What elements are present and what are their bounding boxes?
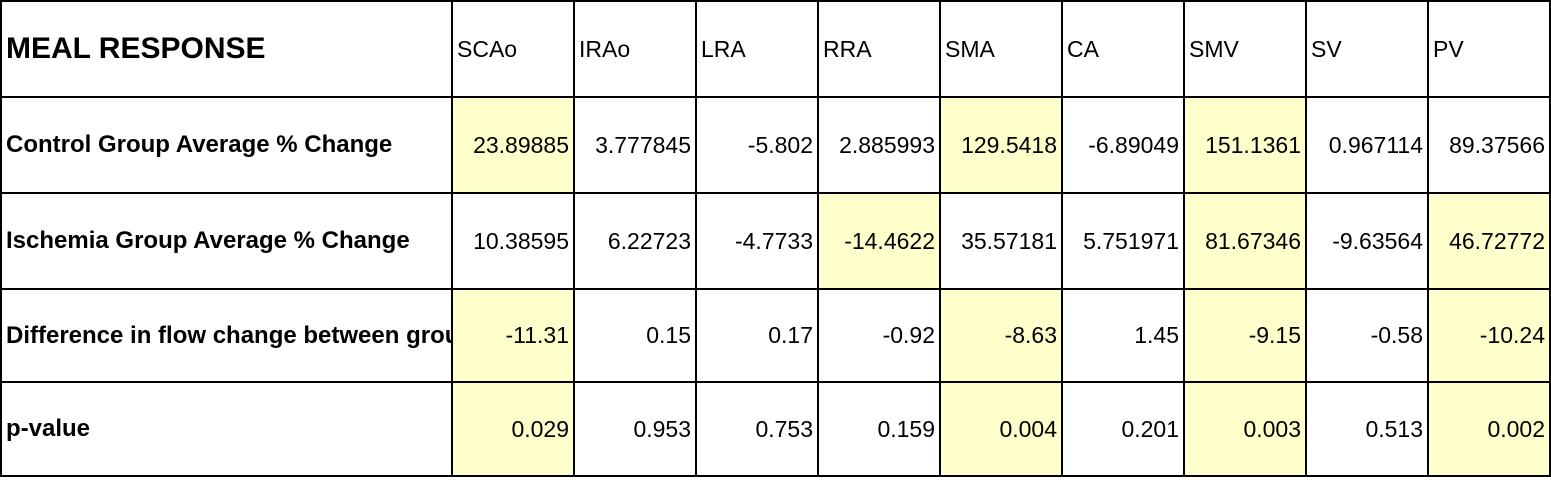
table-cell: 0.967114	[1305, 96, 1429, 194]
table-row: Difference in flow change between groups…	[0, 288, 1551, 383]
table-cell: 0.201	[1061, 381, 1185, 477]
col-header-ca: CA	[1061, 0, 1185, 98]
table-cell: -0.92	[817, 288, 941, 383]
col-header-smv: SMV	[1183, 0, 1307, 98]
table-cell: 0.004	[939, 381, 1063, 477]
table-cell: -10.24	[1427, 288, 1551, 383]
table-cell: 1.45	[1061, 288, 1185, 383]
row-label-ischemia: Ischemia Group Average % Change	[0, 192, 453, 290]
col-header-irao: IRAo	[573, 0, 697, 98]
table-cell: 151.1361	[1183, 96, 1307, 194]
col-header-scao: SCAo	[451, 0, 575, 98]
table-title: MEAL RESPONSE	[0, 0, 453, 98]
table-cell: 129.5418	[939, 96, 1063, 194]
table-cell: 35.57181	[939, 192, 1063, 290]
table-cell: -9.15	[1183, 288, 1307, 383]
table-row: Control Group Average % Change 23.89885 …	[0, 96, 1551, 194]
table-cell: 3.777845	[573, 96, 697, 194]
table-cell: 0.002	[1427, 381, 1551, 477]
row-label-p-value: p-value	[0, 381, 453, 477]
table-cell: -9.63564	[1305, 192, 1429, 290]
table-cell: 10.38595	[451, 192, 575, 290]
table-cell: 5.751971	[1061, 192, 1185, 290]
table-cell: -4.7733	[695, 192, 819, 290]
col-header-rra: RRA	[817, 0, 941, 98]
row-label-difference: Difference in flow change between groups…	[0, 288, 453, 383]
table-row: p-value 0.029 0.953 0.753 0.159 0.004 0.…	[0, 381, 1551, 477]
table-cell: 6.22723	[573, 192, 697, 290]
table-cell: 0.15	[573, 288, 697, 383]
table-cell: 0.513	[1305, 381, 1429, 477]
table-cell: -5.802	[695, 96, 819, 194]
table-cell: -6.89049	[1061, 96, 1185, 194]
table-cell: 0.003	[1183, 381, 1307, 477]
row-label-control: Control Group Average % Change	[0, 96, 453, 194]
table-cell: 0.159	[817, 381, 941, 477]
table-cell: 0.753	[695, 381, 819, 477]
table-row: Ischemia Group Average % Change 10.38595…	[0, 192, 1551, 290]
table-cell: 81.67346	[1183, 192, 1307, 290]
table-cell: 89.37566	[1427, 96, 1551, 194]
table-cell: 0.17	[695, 288, 819, 383]
header-row: MEAL RESPONSE SCAo IRAo LRA RRA SMA CA S…	[0, 0, 1551, 98]
table-cell: 0.953	[573, 381, 697, 477]
col-header-pv: PV	[1427, 0, 1551, 98]
meal-response-table: MEAL RESPONSE SCAo IRAo LRA RRA SMA CA S…	[0, 0, 1551, 477]
table-cell: 2.885993	[817, 96, 941, 194]
table-cell: -8.63	[939, 288, 1063, 383]
table-cell: 23.89885	[451, 96, 575, 194]
table-cell: 0.029	[451, 381, 575, 477]
table-cell: -0.58	[1305, 288, 1429, 383]
col-header-sma: SMA	[939, 0, 1063, 98]
table-cell: -14.4622	[817, 192, 941, 290]
col-header-sv: SV	[1305, 0, 1429, 98]
col-header-lra: LRA	[695, 0, 819, 98]
table-cell: 46.72772	[1427, 192, 1551, 290]
table-cell: -11.31	[451, 288, 575, 383]
